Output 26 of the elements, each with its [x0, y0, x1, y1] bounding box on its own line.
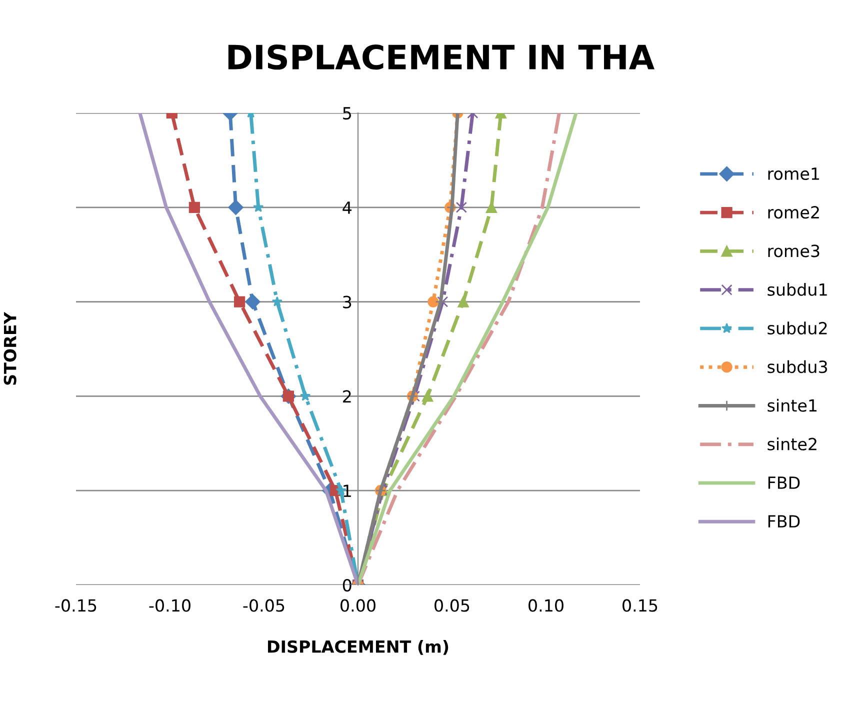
- legend-label: rome2: [768, 206, 819, 219]
- y-tick-label: 0: [342, 578, 352, 592]
- legend-label: sinte1: [768, 398, 817, 412]
- chart-title: DISPLACEMENT IN THA: [228, 44, 654, 70]
- y-tick-label: 4: [342, 202, 352, 214]
- legend-label: rome1: [768, 168, 820, 180]
- x-tick-label: -0.10: [149, 599, 190, 612]
- x-axis-title: DISPLACEMENT (m): [268, 640, 448, 655]
- legend-label: FBD: [768, 515, 800, 528]
- legend-label: subdu2: [768, 322, 827, 335]
- y-axis-title: STOREY: [4, 312, 16, 385]
- legend-label: subdu3: [768, 360, 828, 374]
- y-tick-label: 1: [344, 484, 351, 497]
- legend-label: subdu1: [768, 282, 827, 296]
- y-tick-label: 5: [343, 107, 351, 120]
- y-tick-label: 2: [343, 390, 351, 403]
- y-tick-label: 3: [343, 296, 352, 308]
- x-tick-label: 0.00: [340, 599, 376, 612]
- legend-label: rome3: [768, 244, 820, 258]
- x-tick-label: 0.10: [528, 599, 564, 612]
- legend-label: sinte2: [768, 438, 816, 450]
- legend-label: FBD: [768, 476, 800, 489]
- x-tick-label: 0.15: [622, 599, 658, 612]
- x-tick-label: 0.05: [434, 599, 470, 612]
- x-tick-label: -0.05: [243, 599, 284, 612]
- x-tick-label: -0.15: [55, 599, 96, 612]
